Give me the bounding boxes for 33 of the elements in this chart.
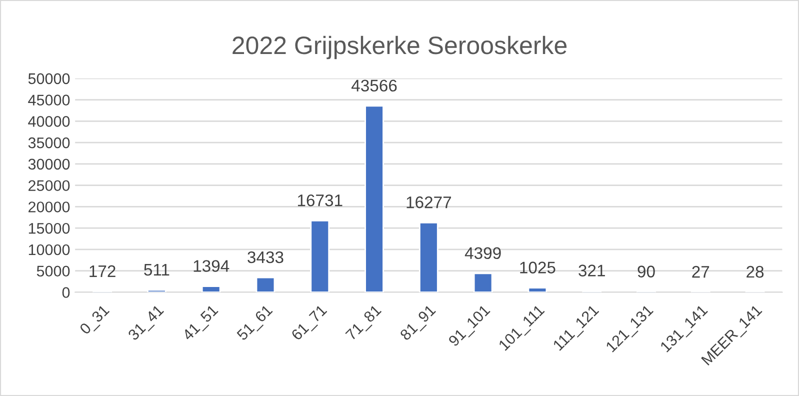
data-label: 4399 — [464, 247, 501, 260]
y-tick-label: 25000 — [28, 180, 70, 192]
y-tick-label: 5000 — [36, 266, 70, 277]
bar — [528, 287, 548, 292]
data-label: 43566 — [351, 80, 397, 92]
y-tick-label: 35000 — [28, 137, 70, 148]
data-label: 3433 — [248, 251, 284, 264]
y-tick-label: 20000 — [28, 202, 70, 212]
data-label: 1394 — [194, 260, 230, 272]
data-label: 321 — [578, 264, 605, 276]
data-label: 16731 — [298, 194, 342, 206]
y-tick-label: 10000 — [28, 244, 70, 256]
y-tick-label: 45000 — [28, 94, 70, 106]
bar — [310, 220, 330, 292]
y-tick-label: 40000 — [28, 116, 70, 127]
data-label: 1025 — [520, 262, 556, 274]
data-label: 16277 — [406, 196, 451, 208]
data-label: 27 — [692, 266, 710, 278]
data-label: 172 — [90, 265, 116, 277]
bar — [147, 289, 166, 292]
y-tick-label: 0 — [62, 287, 70, 298]
data-label: 90 — [638, 266, 655, 278]
bar — [256, 276, 276, 292]
y-tick-label: 15000 — [28, 222, 70, 234]
y-tick-label: 50000 — [28, 73, 70, 84]
y-tick-label: 30000 — [28, 158, 70, 170]
bar — [364, 105, 384, 292]
bar — [473, 272, 493, 292]
data-label: 28 — [746, 266, 764, 278]
data-label: 511 — [144, 264, 170, 276]
chart-title: 2022 Grijpskerke Serooskerke — [232, 36, 567, 60]
bar — [418, 222, 438, 292]
bar — [201, 286, 221, 292]
